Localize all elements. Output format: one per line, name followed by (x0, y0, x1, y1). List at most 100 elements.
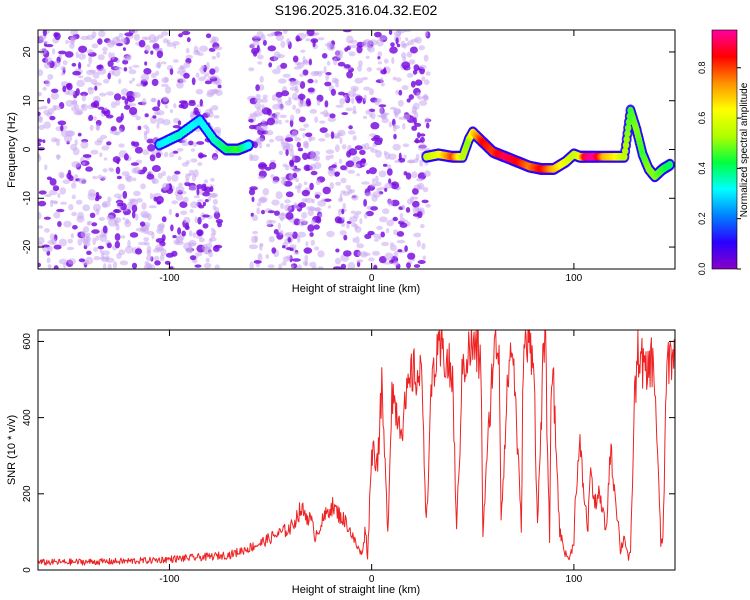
noise-speck (279, 114, 287, 119)
noise-speck (133, 141, 140, 147)
noise-speck (169, 266, 174, 269)
noise-speck (248, 118, 254, 123)
noise-speck (406, 221, 411, 227)
noise-speck (160, 248, 167, 256)
noise-speck (91, 43, 99, 49)
noise-speck (195, 88, 204, 95)
noise-speck (355, 210, 362, 215)
noise-speck (289, 80, 297, 87)
noise-speck (209, 68, 216, 75)
noise-speck (71, 106, 77, 112)
noise-speck (94, 85, 98, 91)
noise-speck (396, 43, 401, 48)
noise-speck (183, 62, 191, 69)
noise-speck (414, 137, 419, 144)
noise-speck (295, 35, 301, 42)
noise-speck (376, 39, 384, 47)
noise-speck (387, 198, 393, 207)
noise-speck (134, 213, 139, 221)
noise-speck (261, 209, 265, 215)
noise-speck (289, 114, 295, 122)
noise-speck (337, 208, 342, 216)
noise-speck (206, 61, 210, 70)
noise-speck (42, 86, 47, 91)
noise-speck (150, 264, 155, 269)
noise-speck (377, 56, 381, 60)
noise-speck (101, 250, 110, 256)
noise-speck (370, 122, 380, 130)
noise-speck (137, 125, 142, 131)
noise-speck (335, 82, 340, 88)
ridge-point (245, 141, 252, 149)
noise-speck (324, 100, 329, 108)
noise-speck (45, 44, 54, 48)
chart-title: S196.2025.316.04.32.E02 (275, 2, 438, 18)
noise-speck (325, 74, 329, 81)
noise-speck (168, 208, 172, 216)
spectrogram-x-label: Height of straight line (km) (292, 283, 420, 295)
noise-speck (204, 80, 212, 85)
noise-speck (423, 54, 429, 62)
noise-speck (82, 161, 86, 165)
noise-speck (71, 62, 77, 67)
noise-speck (257, 61, 263, 65)
noise-speck (213, 126, 222, 134)
noise-speck (262, 39, 267, 46)
noise-speck (173, 43, 177, 49)
noise-speck (367, 46, 375, 53)
noise-speck (267, 210, 275, 214)
noise-speck (211, 105, 219, 111)
noise-speck (102, 168, 108, 173)
noise-speck (190, 201, 199, 209)
noise-speck (359, 149, 366, 155)
noise-speck (419, 159, 424, 167)
noise-speck (113, 93, 122, 101)
noise-speck (248, 244, 258, 250)
noise-speck (86, 250, 92, 255)
noise-speck (88, 114, 94, 121)
noise-speck (268, 62, 273, 68)
noise-speck (278, 212, 287, 220)
noise-speck (335, 104, 344, 108)
noise-speck (303, 181, 308, 185)
noise-speck (347, 169, 356, 174)
noise-speck (341, 208, 345, 215)
noise-speck (413, 64, 420, 72)
noise-speck (369, 39, 378, 46)
noise-speck (129, 232, 139, 238)
noise-speck (380, 112, 388, 120)
noise-speck (120, 235, 126, 239)
noise-speck (43, 62, 51, 69)
noise-speck (185, 247, 190, 252)
noise-speck (128, 69, 137, 75)
noise-speck (356, 173, 360, 177)
noise-speck (205, 257, 210, 263)
noise-speck (376, 225, 383, 230)
noise-speck (340, 263, 347, 269)
noise-speck (152, 115, 157, 119)
noise-speck (205, 33, 212, 39)
noise-speck (60, 72, 66, 76)
noise-speck (254, 103, 262, 109)
noise-speck (140, 183, 146, 190)
noise-speck (202, 201, 206, 207)
noise-speck (305, 33, 309, 37)
noise-speck (361, 158, 367, 164)
noise-speck (333, 266, 342, 269)
noise-speck (256, 207, 261, 215)
snr-x-tick-label: -100 (159, 574, 179, 585)
noise-speck (333, 57, 338, 66)
noise-speck (305, 241, 309, 247)
noise-speck (110, 126, 117, 132)
spectrogram-x-tick-label: 0 (369, 273, 375, 284)
noise-speck (406, 51, 413, 58)
noise-speck (183, 216, 191, 224)
noise-speck (56, 141, 60, 146)
noise-speck (135, 83, 144, 87)
noise-speck (289, 119, 294, 128)
noise-speck (45, 57, 53, 64)
noise-speck (397, 30, 406, 34)
noise-speck (126, 90, 135, 99)
noise-speck (272, 68, 281, 75)
noise-speck (166, 42, 174, 48)
